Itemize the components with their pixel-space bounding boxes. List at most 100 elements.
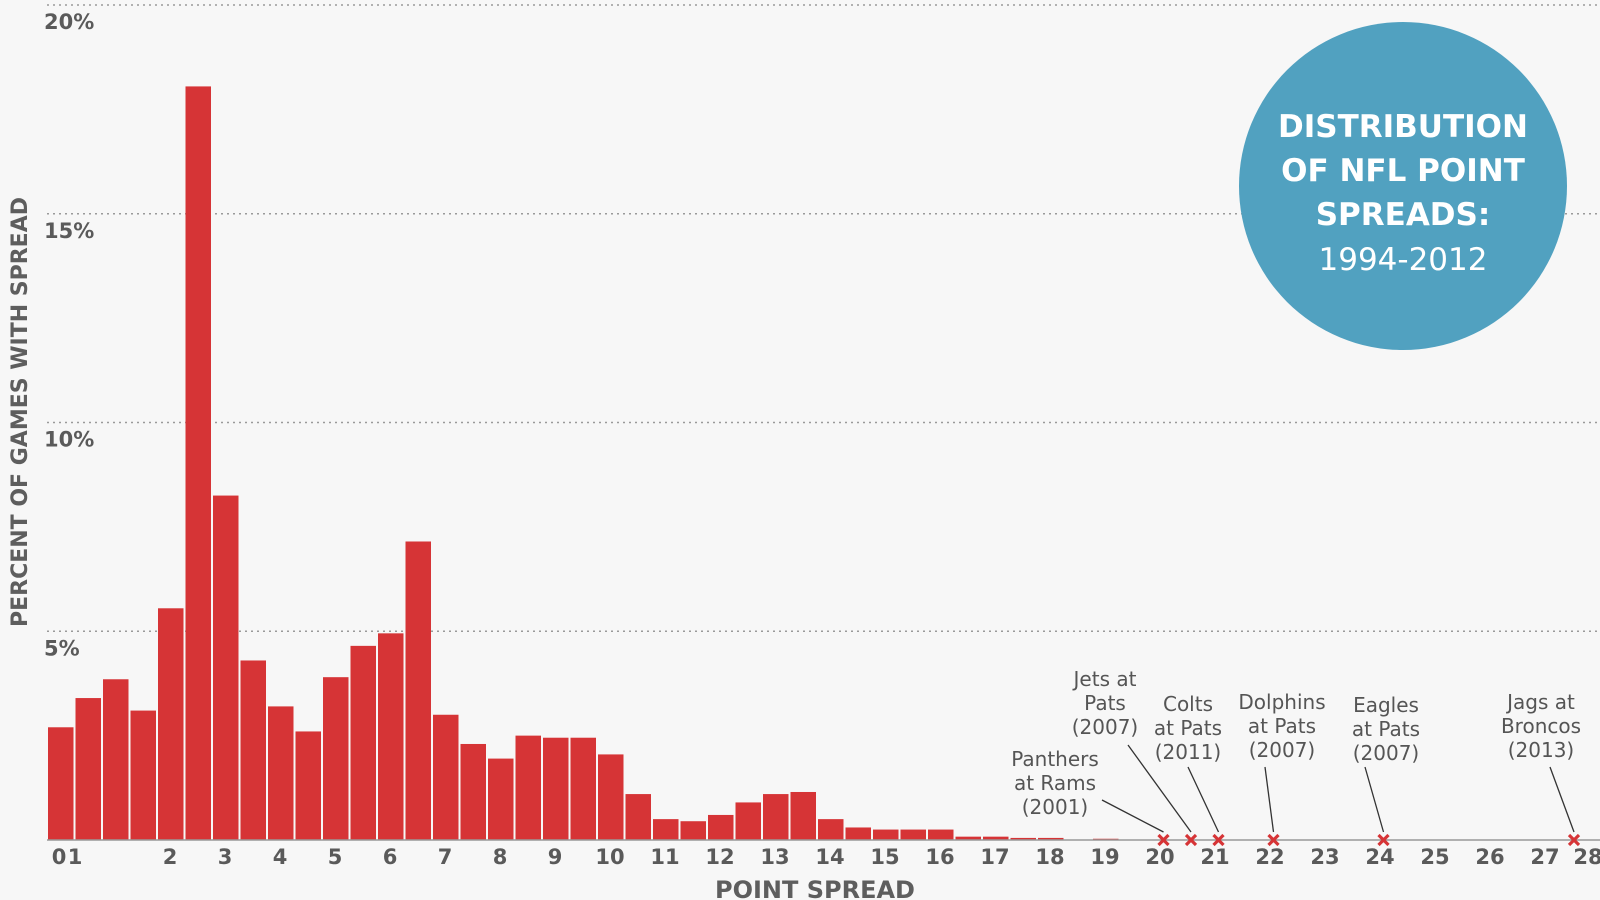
x-marker-stroke — [1184, 833, 1198, 847]
x-tick-label: 20 — [1145, 845, 1174, 869]
bar — [460, 743, 486, 840]
bar — [598, 754, 624, 840]
x-tick-label: 10 — [595, 845, 624, 869]
title-line-3: SPREADS: — [1316, 197, 1491, 233]
leader-line — [1101, 799, 1164, 833]
bar — [158, 608, 184, 840]
gridlines — [47, 4, 1600, 632]
x-tick-label: 12 — [705, 845, 734, 869]
annotation-label: Colts — [1163, 692, 1213, 716]
annotation-label: Dolphins — [1238, 690, 1325, 714]
x-marker-stroke — [1377, 833, 1390, 847]
bar — [1010, 837, 1036, 840]
annotation-label: (2001) — [1022, 795, 1089, 819]
y-tick-label: 15% — [44, 219, 94, 243]
bar — [900, 829, 926, 840]
annotation-label: at Pats — [1154, 716, 1222, 740]
x-tick-label: 7 — [438, 845, 453, 869]
leader-line — [1187, 766, 1220, 833]
annotation-label: Eagles — [1353, 693, 1419, 717]
x-tick-label: 9 — [548, 845, 563, 869]
bar — [323, 677, 349, 840]
x-marker — [1567, 833, 1581, 847]
x-marker — [1267, 833, 1280, 847]
title-line-2: OF NFL POINT — [1281, 153, 1525, 189]
bar — [103, 679, 129, 840]
x-marker-stroke — [1267, 833, 1280, 847]
annotation-label: (2007) — [1072, 715, 1139, 739]
x-tick-label: 22 — [1255, 845, 1284, 869]
x-axis-title: POINT SPREAD — [715, 876, 915, 900]
annotation-label: (2007) — [1249, 738, 1316, 762]
bar — [543, 737, 569, 840]
y-tick-label: 10% — [44, 428, 94, 452]
bar — [790, 791, 816, 840]
bar — [488, 758, 514, 840]
x-tick-label: 6 — [383, 845, 398, 869]
leader-line — [1364, 766, 1385, 833]
bar — [75, 698, 101, 840]
bar — [763, 794, 789, 840]
x-tick-label: 1 — [68, 845, 83, 869]
bar — [185, 86, 211, 841]
x-tick-label: 25 — [1420, 845, 1449, 869]
axes: 5%10%15%20%0 1 2 3 4 5 6 7 8 9 10 11 12 13 14 15 16 17 18 1… — [44, 10, 1600, 869]
y-tick-label: 20% — [44, 10, 94, 34]
annotation-label: at Rams — [1014, 771, 1096, 795]
x-marker-stroke — [1157, 833, 1170, 847]
x-tick-label: 23 — [1310, 845, 1339, 869]
bar — [240, 660, 266, 840]
bar — [350, 645, 376, 840]
bar — [405, 541, 431, 840]
bar — [735, 802, 761, 840]
x-marker — [1377, 833, 1390, 847]
bar — [213, 495, 239, 840]
x-tick-label: 5 — [328, 845, 343, 869]
annotation-label: Jets at — [1072, 667, 1137, 691]
bar — [625, 794, 651, 840]
x-tick-label: 17 — [980, 845, 1009, 869]
x-tick-label: 4 — [273, 845, 288, 869]
annotation-label: at Pats — [1248, 714, 1316, 738]
x-tick-label: 28 — [1573, 845, 1600, 869]
title-badge-circle — [1239, 22, 1567, 350]
title-line-1: DISTRIBUTION — [1278, 109, 1528, 145]
x-marker — [1184, 833, 1198, 847]
bar — [1038, 837, 1064, 840]
x-tick-label: 13 — [760, 845, 789, 869]
x-marker — [1157, 833, 1170, 847]
bar — [818, 819, 844, 840]
bars — [48, 86, 1119, 841]
x-tick-label: 3 — [218, 845, 233, 869]
x-marker — [1212, 833, 1225, 847]
bar — [130, 710, 156, 840]
bar — [983, 836, 1009, 840]
x-tick-label: 19 — [1090, 845, 1119, 869]
x-tick-label: 14 — [815, 845, 844, 869]
bar — [680, 821, 706, 840]
x-tick-label: 21 — [1200, 845, 1229, 869]
bar — [653, 819, 679, 840]
x-marker-stroke — [1567, 833, 1581, 847]
annotation-label: Jags at — [1505, 690, 1575, 714]
x-tick-label: 2 — [163, 845, 178, 869]
y-tick-label: 5% — [44, 636, 80, 660]
x-tick-label: 26 — [1475, 845, 1504, 869]
x-tick-label: 11 — [650, 845, 679, 869]
leader-line — [1264, 766, 1275, 833]
bar — [708, 814, 734, 840]
title-line-4: 1994-2012 — [1319, 242, 1488, 278]
x-tick-label: 24 — [1365, 845, 1394, 869]
leader-line — [1549, 766, 1575, 833]
x-tick-label: 15 — [870, 845, 899, 869]
annotation-label: (2007) — [1353, 741, 1420, 765]
bar — [928, 829, 954, 840]
x-tick-label: 27 — [1530, 845, 1559, 869]
bar — [295, 731, 321, 840]
x-tick-label: 16 — [925, 845, 954, 869]
annotation-label: Broncos — [1501, 714, 1581, 738]
annotation-label: (2013) — [1508, 738, 1575, 762]
leader-line — [1127, 744, 1192, 833]
